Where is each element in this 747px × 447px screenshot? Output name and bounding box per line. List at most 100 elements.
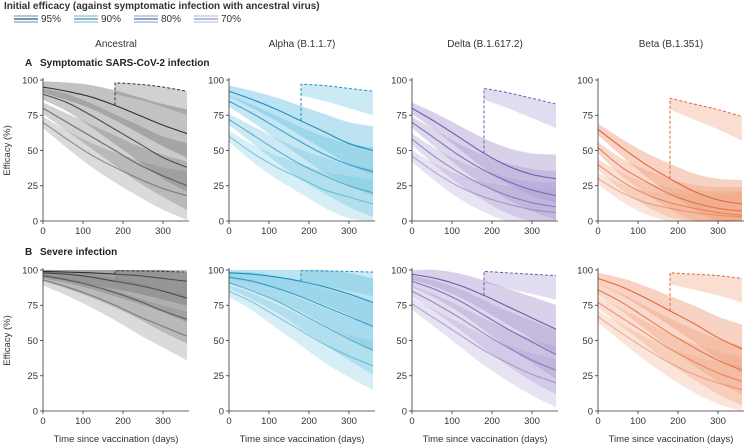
row-labels: A Symptomatic SARS-CoV-2 infection B Severe… [25, 58, 209, 258]
x-tick-label: 100 [75, 416, 91, 427]
x-tick-label: 0 [226, 226, 231, 237]
band-95% [43, 81, 187, 158]
y-tick-label: 25 [582, 371, 593, 382]
y-tick-label: 50 [27, 336, 38, 347]
panel-A-3: 0 25 50 75 100 0 100 200 300 [577, 75, 744, 237]
booster-line [669, 272, 743, 311]
band-90% [229, 271, 373, 351]
x-axis-title: Time since vaccination (days) [240, 434, 365, 445]
series-line-80% [597, 301, 743, 382]
booster-band [301, 84, 373, 116]
x-axis-title: Time since vaccination (days) [609, 434, 734, 445]
panels: 0 25 50 75 100 0 100 200 300 Efficacy (%) 0 25 50 75 1… [2, 75, 744, 445]
band-80% [229, 113, 373, 218]
column-label-2: Delta (B.1.617.2) [447, 39, 523, 50]
y-tick-label: 75 [27, 111, 38, 122]
x-tick-label: 100 [444, 416, 460, 427]
x-tick-label: 300 [710, 226, 726, 237]
column-label-3: Beta (B.1.351) [639, 39, 703, 50]
y-tick-label: 50 [582, 336, 593, 347]
x-tick-label: 100 [261, 226, 277, 237]
x-tick-label: 0 [595, 416, 600, 427]
x-tick-label: 100 [261, 416, 277, 427]
booster-band [670, 98, 742, 141]
x-tick-label: 100 [444, 226, 460, 237]
series-line-80% [42, 107, 188, 187]
booster-line [483, 270, 557, 296]
column-label-1: Alpha (B.1.1.7) [269, 39, 336, 50]
series-line-80% [411, 138, 557, 208]
series-line-70% [411, 155, 557, 214]
y-tick-label: 100 [391, 75, 407, 86]
series-line-70% [597, 178, 743, 218]
row-title-B: Severe infection [40, 247, 117, 258]
y-tick-label: 25 [396, 181, 407, 192]
series-line-80% [411, 290, 557, 371]
series-line-70% [42, 121, 188, 197]
x-tick-label: 100 [630, 226, 646, 237]
x-tick-label: 300 [341, 416, 357, 427]
band-90% [412, 275, 556, 379]
column-label-0: Ancestral [95, 39, 137, 50]
series-line-70% [228, 290, 374, 367]
series-line-90% [597, 289, 743, 371]
panel-B-2: 0 25 50 75 100 0 100 200 300 Time since vaccinati… [391, 265, 558, 445]
booster-band [670, 272, 742, 303]
x-tick-label: 0 [409, 416, 414, 427]
x-tick-label: 300 [155, 226, 171, 237]
legend: 95% 90% 80% 70% [14, 14, 241, 25]
x-tick-label: 200 [301, 226, 317, 237]
series-line-90% [42, 272, 188, 299]
booster-band [484, 88, 556, 128]
panel-B-1: 0 25 50 75 100 0 100 200 300 Time since vaccinati… [208, 265, 375, 445]
band-95% [412, 269, 556, 354]
row-letter-B: B [25, 247, 32, 258]
series-line-80% [228, 119, 374, 194]
series-line-90% [411, 121, 557, 197]
y-tick-label: 75 [582, 301, 593, 312]
y-tick-label: 100 [208, 75, 224, 86]
band-80% [598, 296, 742, 406]
y-tick-label: 0 [219, 216, 224, 227]
y-tick-label: 0 [588, 406, 593, 417]
band-95% [43, 270, 187, 306]
band-70% [43, 274, 187, 361]
booster-line [114, 82, 188, 106]
y-tick-label: 75 [396, 111, 407, 122]
y-tick-label: 75 [582, 111, 593, 122]
series-line-80% [228, 282, 374, 351]
booster-line [300, 270, 374, 282]
x-tick-label: 0 [409, 226, 414, 237]
series-line-80% [42, 275, 188, 320]
booster-band [301, 270, 373, 297]
panel-B-3: 0 25 50 75 100 0 100 200 300 Time since vaccinati… [577, 265, 744, 445]
band-80% [229, 277, 373, 375]
x-tick-label: 200 [670, 226, 686, 237]
booster-band [484, 271, 556, 300]
y-tick-label: 50 [213, 336, 224, 347]
legend-label-3: 70% [221, 14, 241, 25]
row-title-A: Symptomatic SARS-CoV-2 infection [40, 58, 209, 69]
y-tick-label: 0 [588, 216, 593, 227]
y-tick-label: 0 [402, 406, 407, 417]
x-tick-label: 300 [524, 416, 540, 427]
y-tick-label: 50 [396, 336, 407, 347]
panel-A-2: 0 25 50 75 100 0 100 200 300 [391, 75, 558, 237]
booster-line [669, 97, 743, 179]
panel-A-1: 0 25 50 75 100 0 100 200 300 [208, 75, 375, 237]
series-line-70% [597, 316, 743, 391]
band-70% [229, 130, 373, 221]
y-tick-label: 50 [582, 146, 593, 157]
y-tick-label: 25 [213, 181, 224, 192]
x-tick-label: 200 [115, 226, 131, 237]
series-line-70% [228, 135, 374, 205]
x-tick-label: 300 [155, 416, 171, 427]
x-tick-label: 100 [75, 226, 91, 237]
booster-line [483, 87, 557, 154]
series-line-90% [411, 280, 557, 356]
column-labels: Ancestral Alpha (B.1.1.7) Delta (B.1.617.2… [95, 39, 703, 50]
y-tick-label: 75 [27, 301, 38, 312]
band-80% [412, 285, 556, 395]
legend-label-1: 90% [101, 14, 121, 25]
row-letter-A: A [25, 58, 32, 69]
